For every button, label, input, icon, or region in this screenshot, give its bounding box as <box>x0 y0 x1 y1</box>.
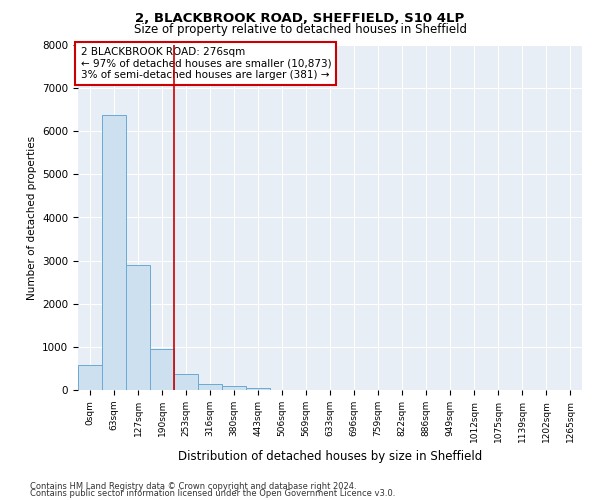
Bar <box>150 348 174 390</box>
Bar <box>102 115 126 390</box>
Y-axis label: Number of detached properties: Number of detached properties <box>26 136 37 300</box>
Bar <box>126 265 150 390</box>
Bar <box>246 388 270 390</box>
X-axis label: Distribution of detached houses by size in Sheffield: Distribution of detached houses by size … <box>178 450 482 463</box>
Bar <box>222 386 246 390</box>
Text: Contains public sector information licensed under the Open Government Licence v3: Contains public sector information licen… <box>30 489 395 498</box>
Text: 2, BLACKBROOK ROAD, SHEFFIELD, S10 4LP: 2, BLACKBROOK ROAD, SHEFFIELD, S10 4LP <box>136 12 464 26</box>
Text: Contains HM Land Registry data © Crown copyright and database right 2024.: Contains HM Land Registry data © Crown c… <box>30 482 356 491</box>
Bar <box>174 374 198 390</box>
Text: 2 BLACKBROOK ROAD: 276sqm
← 97% of detached houses are smaller (10,873)
3% of se: 2 BLACKBROOK ROAD: 276sqm ← 97% of detac… <box>80 46 331 80</box>
Bar <box>198 384 222 390</box>
Text: Size of property relative to detached houses in Sheffield: Size of property relative to detached ho… <box>133 22 467 36</box>
Bar <box>78 365 102 390</box>
